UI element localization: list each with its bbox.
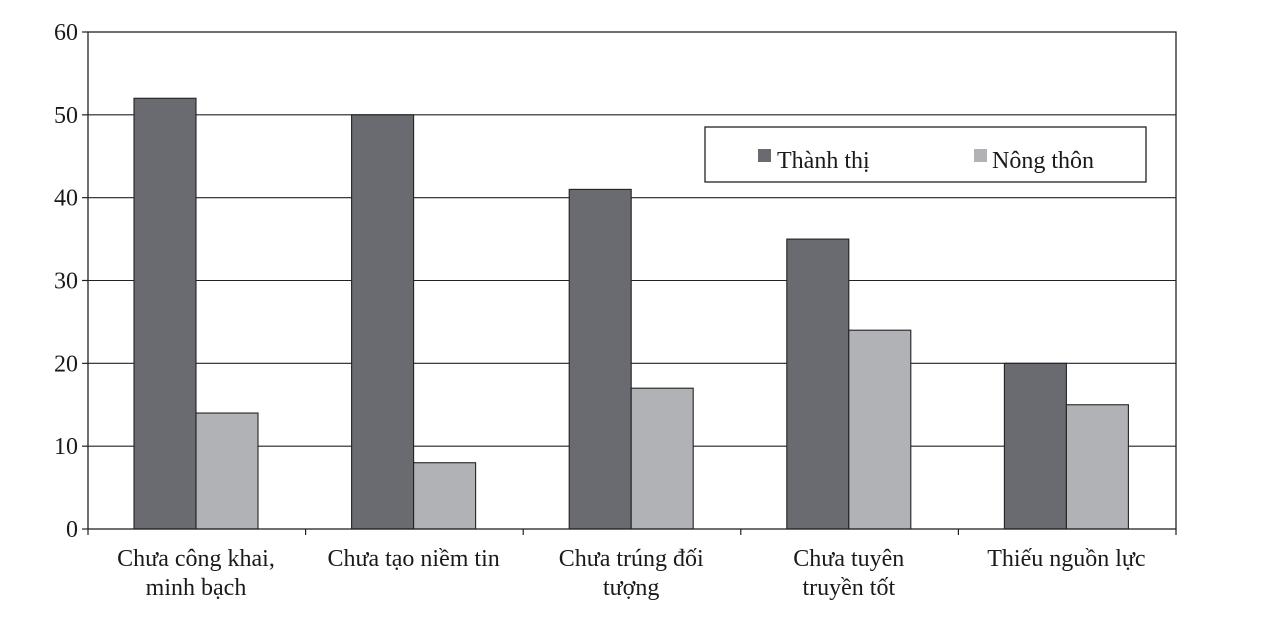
- legend-box: [704, 126, 1147, 183]
- legend: Thành thị Nông thôn: [704, 126, 1147, 183]
- bar-nong-thon-3: [848, 329, 912, 530]
- bar-nong-thon-0: [195, 412, 259, 530]
- x-category-label-line: Chưa công khai,: [117, 546, 275, 572]
- bar-thanh-thi-3: [786, 238, 850, 530]
- x-category-label: Chưa tạo niềm tin: [327, 546, 499, 572]
- x-category-label-line: Thiếu nguồn lực: [987, 546, 1145, 572]
- bar-nong-thon-2: [630, 387, 694, 530]
- bar-thanh-thi-4: [1003, 362, 1067, 530]
- bars: [133, 97, 1129, 530]
- legend-swatch-thanh-thi: [758, 149, 771, 162]
- legend-label-thanh-thi: Thành thị: [777, 148, 870, 174]
- x-category-label: Chưa trúng đối tượng: [559, 546, 704, 601]
- x-category-label: Thiếu nguồn lực: [987, 546, 1145, 572]
- y-tick-label: 50: [54, 103, 78, 129]
- x-category-label-line: Chưa tạo niềm tin: [327, 546, 499, 572]
- bar-thanh-thi-1: [351, 114, 415, 530]
- x-category-label-line: truyền tốt: [802, 575, 895, 601]
- bar-thanh-thi-2: [568, 188, 632, 530]
- y-tick-label: 0: [66, 517, 78, 543]
- bar-nong-thon-1: [413, 462, 477, 530]
- y-tick-label: 30: [54, 269, 78, 295]
- x-category-label: Chưa tuyên truyền tốt: [793, 546, 904, 601]
- y-tick-label: 40: [54, 186, 78, 212]
- x-category-label: Chưa công khai, minh bạch: [117, 546, 275, 601]
- legend-label-nong-thon: Nông thôn: [992, 148, 1094, 174]
- gridlines: [88, 114, 1176, 447]
- bar-nong-thon-4: [1065, 404, 1129, 530]
- bar-thanh-thi-0: [133, 97, 197, 530]
- legend-swatch-nong-thon: [974, 149, 987, 162]
- y-tick-label: 60: [54, 20, 78, 46]
- x-category-label-line: minh bạch: [146, 575, 247, 601]
- y-tick-label: 10: [54, 434, 78, 460]
- x-category-label-line: Chưa tuyên: [793, 546, 904, 572]
- x-category-label-line: tượng: [603, 575, 659, 601]
- x-category-label-line: Chưa trúng đối: [559, 546, 704, 572]
- y-tick-label: 20: [54, 351, 78, 377]
